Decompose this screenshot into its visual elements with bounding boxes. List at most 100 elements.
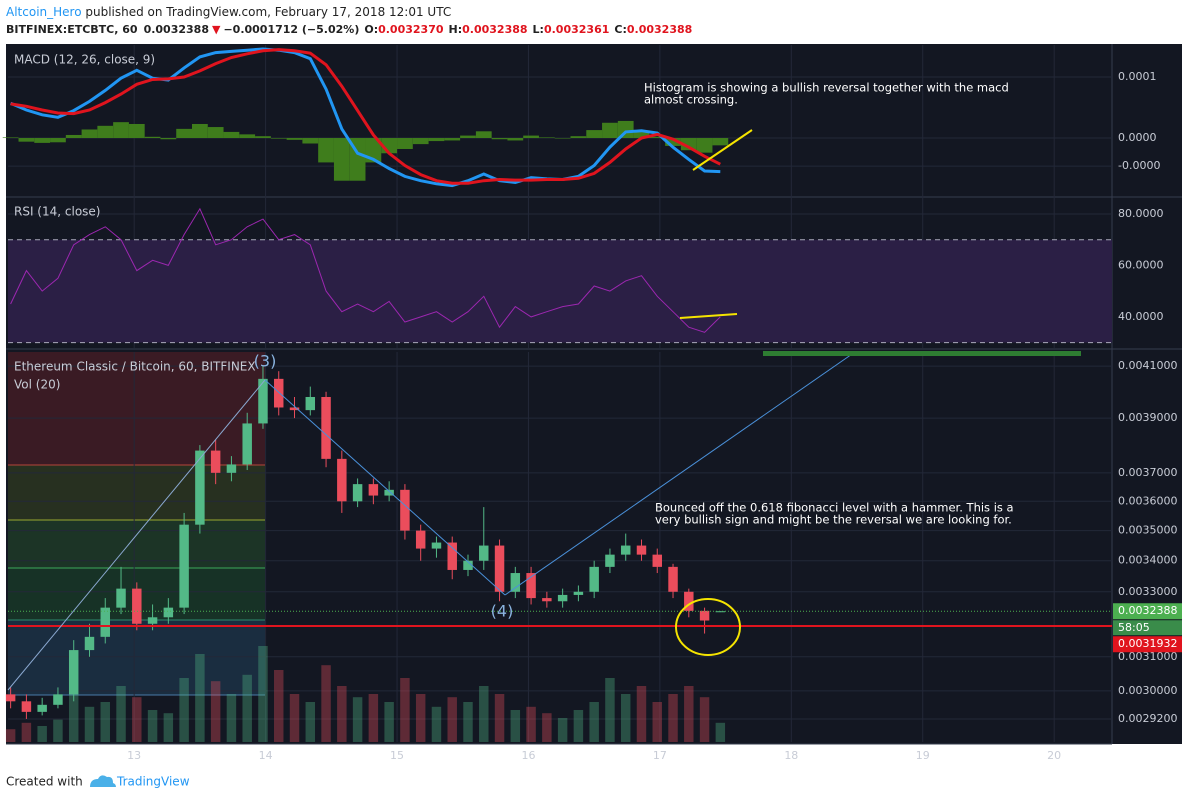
candle-body	[289, 407, 300, 411]
volume-bar	[715, 722, 726, 742]
volume-bar	[510, 710, 521, 742]
drawings	[7, 129, 1081, 691]
candle-body	[415, 530, 426, 549]
pane-title: MACD (12, 26, close, 9)	[14, 53, 155, 67]
indicator-line	[10, 47, 721, 188]
histogram-bar	[128, 123, 145, 139]
y-tick-label: -0.0000	[1118, 159, 1160, 172]
rsi-band	[8, 239, 1112, 343]
histogram-bar	[302, 138, 319, 144]
annotation: almost crossing.	[644, 93, 738, 107]
x-tick-label: 18	[784, 749, 798, 762]
indicator-line	[10, 48, 721, 185]
ohlc-label: O:	[364, 23, 378, 36]
volume-bar	[447, 697, 457, 742]
ohlc-label: L:	[533, 23, 544, 36]
x-tick-label: 14	[259, 749, 273, 762]
y-tick-label: 80.0000	[1118, 207, 1164, 220]
x-tick-label: 17	[653, 749, 667, 762]
candle-body	[116, 588, 126, 608]
annotation: Bounced off the 0.618 fibonacci level wi…	[655, 501, 1014, 515]
y-tick-label: 0.0034000	[1118, 554, 1178, 567]
histogram-bar	[192, 123, 208, 139]
volume-bar	[526, 706, 536, 742]
volume-bar	[258, 646, 268, 742]
histogram-bar	[34, 138, 51, 143]
histogram-bar	[318, 138, 334, 163]
histogram-bar	[444, 138, 461, 141]
y-tick-label: 60.0000	[1118, 258, 1164, 271]
histogram-bar	[2, 137, 19, 139]
histogram-bar	[81, 129, 98, 139]
histogram-bar	[538, 137, 555, 139]
volume-bar	[132, 697, 142, 742]
histogram-bar	[286, 138, 303, 140]
candle-body	[573, 591, 584, 595]
histogram-bar	[633, 130, 650, 139]
candle-body	[352, 484, 363, 502]
candle-body	[274, 378, 284, 408]
volume-bar	[84, 706, 95, 742]
volume-bar	[699, 697, 710, 742]
histogram-bar	[113, 122, 129, 139]
footer-brand[interactable]: TradingView	[116, 775, 190, 789]
y-tick-label: 0.0031000	[1118, 650, 1178, 663]
histogram-bar	[491, 138, 508, 140]
price-tag	[1113, 603, 1182, 620]
author[interactable]: Altcoin_Hero	[6, 5, 82, 19]
volume-bar	[668, 694, 678, 742]
volume-bar	[274, 670, 284, 742]
macd-trend	[692, 129, 753, 171]
wave-label: (3)	[254, 352, 277, 371]
candle-body	[37, 704, 47, 712]
candle-body	[605, 554, 615, 567]
trend-line	[7, 379, 266, 691]
pane-title: Ethereum Classic / Bitcoin, 60, BITFINEX	[14, 360, 256, 374]
trend-line	[504, 351, 856, 596]
price-tag	[1113, 636, 1182, 653]
candle-body	[699, 610, 710, 621]
candle-body	[210, 450, 221, 473]
countdown-tag	[1113, 620, 1182, 636]
ohlc-label: C:	[614, 23, 626, 36]
volume-bar	[337, 686, 347, 742]
candle-body	[132, 588, 142, 624]
wave-label: (4)	[491, 602, 514, 621]
volume-bar	[147, 710, 158, 742]
volume-bar	[242, 674, 252, 742]
histogram-bar	[475, 131, 492, 139]
histogram-bar	[649, 136, 666, 139]
histogram-bar	[602, 122, 618, 139]
candle-body	[715, 611, 726, 613]
candle-body	[195, 450, 205, 525]
histogram-bar	[507, 138, 524, 141]
volume-bar	[605, 678, 615, 742]
symbol: BITFINEX:ETCBTC, 60	[6, 23, 138, 36]
histogram-bar	[160, 138, 177, 140]
candle-body	[652, 554, 662, 567]
volume-bar	[479, 686, 489, 742]
target-zone	[763, 351, 1081, 356]
volume-bar	[589, 702, 599, 742]
histogram-bar	[50, 138, 66, 143]
x-tick-label: 20	[1047, 749, 1061, 762]
histogram-bar	[665, 138, 681, 146]
fib-zone	[8, 620, 265, 695]
volume-bar	[463, 702, 473, 742]
histogram-bar	[176, 128, 192, 139]
volume-bar	[100, 702, 110, 742]
histogram-bar	[270, 138, 287, 139]
y-tick-label: 0.0029200	[1118, 712, 1178, 725]
volume-bar	[195, 654, 205, 742]
y-tick-label: 0.0000	[1118, 131, 1157, 144]
x-tick-label: 15	[390, 749, 404, 762]
volume-bar	[289, 694, 300, 742]
histogram-bar	[255, 136, 271, 139]
candle-body	[258, 378, 268, 424]
histogram-bar	[680, 138, 697, 151]
price-tag-label: 0.0032388	[1118, 604, 1178, 617]
candle-body	[668, 566, 678, 592]
candle-body	[179, 524, 189, 608]
candle-body	[526, 573, 536, 599]
